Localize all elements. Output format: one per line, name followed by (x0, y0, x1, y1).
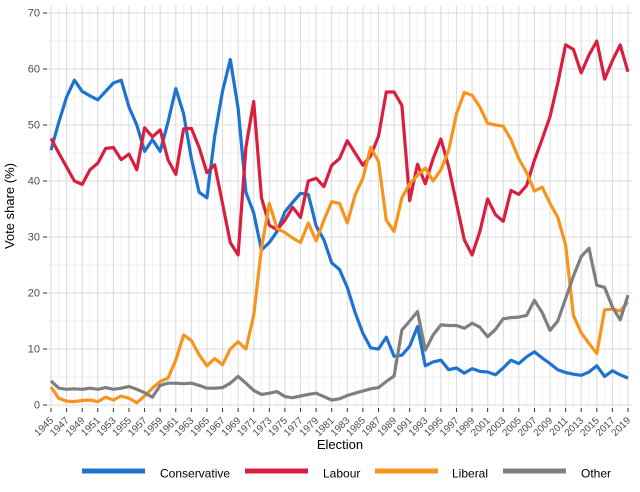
legend-label-conservative: Conservative (160, 467, 230, 481)
y-tick-label: 0 (34, 400, 40, 412)
y-tick-label: 30 (28, 232, 40, 244)
y-tick-label: 40 (28, 176, 40, 188)
y-tick-labels: 0 10 20 30 40 50 60 70 (28, 8, 40, 412)
legend-item-conservative: Conservative (82, 467, 230, 481)
legend-label-liberal: Liberal (452, 467, 488, 481)
series-line-conservative (49, 57, 629, 380)
y-tick-label: 10 (28, 344, 40, 356)
y-tick-label: 70 (28, 8, 40, 20)
legend-label-labour: Labour (323, 467, 360, 481)
legend-item-other: Other (503, 467, 611, 481)
x-axis-title: Election (317, 437, 363, 452)
y-tick-label: 20 (28, 288, 40, 300)
legend-label-other: Other (581, 467, 611, 481)
y-tick-label: 60 (28, 64, 40, 76)
legend-swatch-liberal (375, 468, 438, 474)
y-axis-title: Vote share (%) (2, 163, 17, 249)
series-line-labour (49, 39, 630, 257)
legend-swatch-conservative (82, 468, 145, 474)
y-tick-label: 50 (28, 120, 40, 132)
axis-ticks (43, 12, 629, 412)
gridlines-major (47, 6, 632, 407)
legend-item-labour: Labour (245, 467, 360, 481)
x-tick-labels: 1945194719491951195319551957195919611963… (33, 415, 634, 439)
legend-item-liberal: Liberal (375, 467, 488, 481)
legend: Conservative Labour Liberal Other (82, 467, 611, 481)
x-tick-label: 2019 (610, 415, 634, 439)
series-lines (49, 39, 630, 405)
legend-swatch-other (503, 468, 566, 474)
series-line-other (49, 246, 630, 402)
legend-swatch-labour (245, 468, 308, 474)
